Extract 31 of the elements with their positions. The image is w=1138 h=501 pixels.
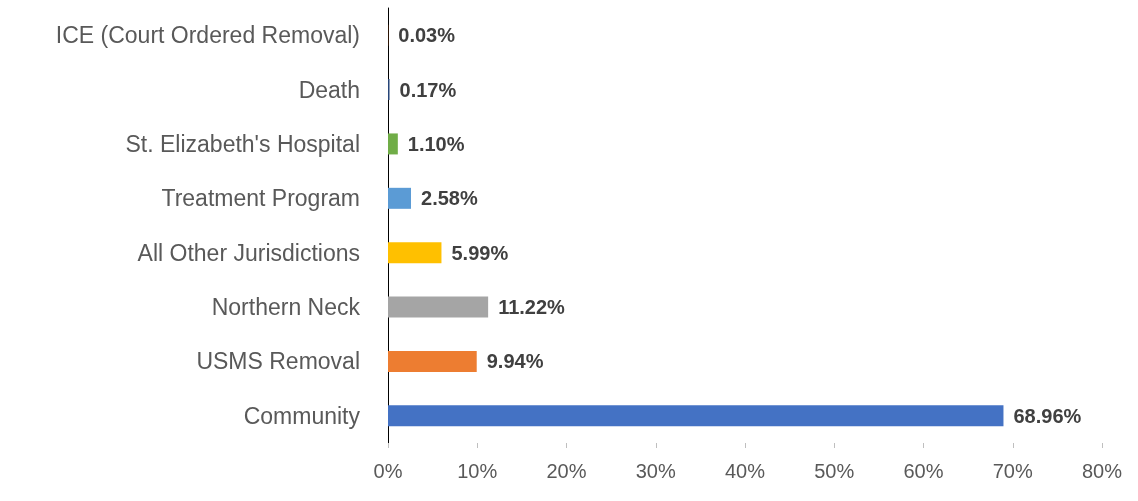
x-tick-label: 30% [635,460,676,482]
bar [388,242,442,264]
bar [388,405,1004,427]
x-tick-label: 50% [814,460,855,482]
y-tick-label: Treatment Program [161,185,360,212]
x-tick-label: 20% [546,460,587,482]
y-tick-label: USMS Removal [196,348,360,375]
data-label: 1.10% [407,132,465,155]
data-label: 2.58% [421,187,478,210]
x-tick-label: 0% [373,460,403,482]
x-tick-label: 70% [992,460,1033,482]
data-label: 5.99% [451,241,509,264]
x-tick-label: 40% [724,460,766,482]
y-tick-label: All Other Jurisdictions [137,239,360,266]
y-tick-label: Northern Neck [211,294,361,321]
data-label: 9.94% [486,350,544,373]
bar [388,187,412,209]
y-tick-label: Community [243,402,361,429]
y-tick-label: St. Elizabeth's Hospital [125,130,360,157]
bar [388,350,477,372]
x-tick-label: 80% [1081,460,1123,482]
data-label: 68.96% [1013,404,1082,427]
x-tick-label: 60% [903,460,944,482]
bar [388,133,398,155]
data-label: 11.22% [498,296,566,319]
bar [388,296,489,318]
x-tick-label: 10% [457,460,498,482]
y-tick-label: Death [298,76,360,103]
y-tick-label: ICE (Court Ordered Removal) [55,22,360,49]
data-label: 0.17% [399,78,457,101]
data-label: 0.03% [398,24,456,47]
